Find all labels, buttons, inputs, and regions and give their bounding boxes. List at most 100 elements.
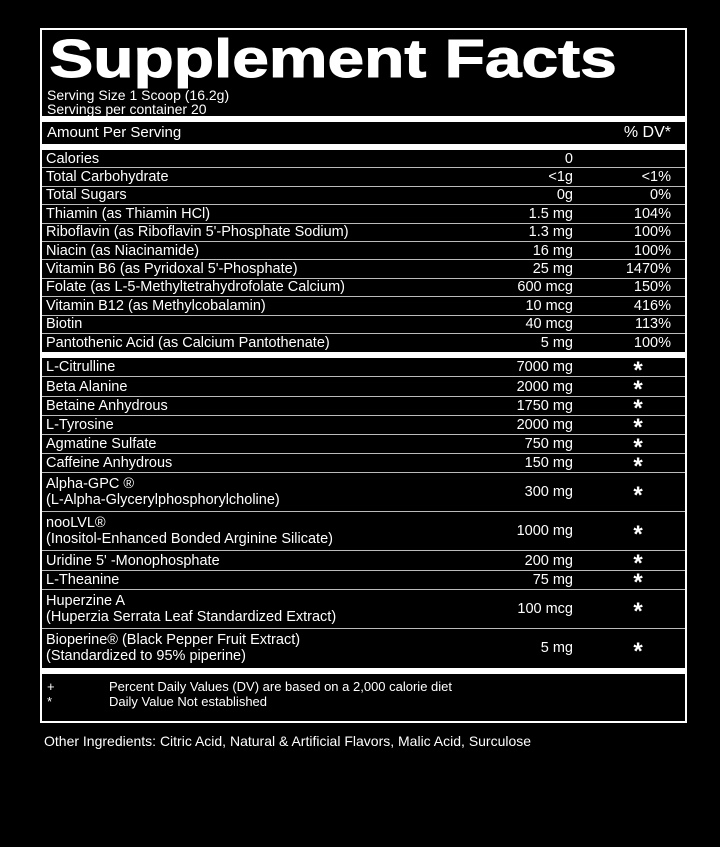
- ingredient-row: Beta Alanine 2000 mg *: [42, 376, 685, 404]
- ingredient-row: Agmatine Sulfate 750 mg *: [42, 433, 685, 461]
- nutrient-amount: 25 mg: [532, 261, 573, 278]
- ingredient-amount: 5 mg: [540, 640, 573, 657]
- ingredient-amount: 7000 mg: [516, 359, 573, 376]
- nutrient-row: Total Sugars 0g 0%: [42, 187, 685, 206]
- nutrient-name: Folate (as L-5-Methyltetrahydrofolate Ca…: [46, 279, 345, 296]
- ingredient-amount: 100 mcg: [517, 600, 573, 617]
- nutrient-dv: 100%: [633, 224, 671, 241]
- ingredient-amount: 2000 mg: [516, 378, 573, 395]
- nutrient-row: Vitamin B12 (as Methylcobalamin) 10 mcg 41…: [42, 297, 685, 316]
- nutrient-row: Niacin (as Niacinamide) 16 mg 100%: [42, 242, 685, 261]
- divider-bar: [42, 144, 685, 150]
- nutrient-amount: 10 mcg: [525, 297, 573, 314]
- nutrient-row: Calories 0: [42, 150, 685, 169]
- ingredient-name-block: Betaine Anhydrous: [46, 398, 433, 414]
- ingredient-name-block: Alpha-GPC ® (L-Alpha-Glycerylphosphorylch…: [46, 476, 433, 508]
- nutrient-amount: 16 mg: [532, 242, 573, 259]
- nutrient-name: Biotin: [46, 316, 83, 333]
- nutrient-name: Total Carbohydrate: [46, 169, 169, 186]
- nutrient-name: Riboflavin (as Riboflavin 5'-Phosphate S…: [46, 224, 349, 241]
- dv-not-established-asterisk: *: [633, 481, 643, 509]
- ingredient-amount: 150 mg: [524, 455, 573, 472]
- nutrient-amount: 0g: [556, 187, 573, 204]
- nutrient-dv: 113%: [634, 316, 671, 333]
- ingredient-row: Caffeine Anhydrous 150 mg *: [42, 452, 685, 480]
- ingredient-amount: 2000 mg: [516, 416, 573, 433]
- ingredient-row: L-Theanine 75 mg *: [42, 569, 685, 597]
- footnote-text: Percent Daily Values (DV) are based on a…: [109, 678, 453, 694]
- nutrient-dv: 0%: [650, 187, 671, 204]
- nutrient-dv: 104%: [633, 205, 671, 222]
- dv-not-established-asterisk: *: [633, 433, 643, 461]
- footnote: * Daily Value Not established: [47, 694, 685, 709]
- nutrient-amount: 1.3 mg: [528, 224, 573, 241]
- dv-not-established-asterisk: *: [633, 637, 643, 665]
- nutrient-dv: 100%: [633, 242, 671, 259]
- dv-not-established-asterisk: *: [633, 376, 643, 404]
- dv-label: % DV*: [623, 124, 671, 141]
- nutrient-amount: 40 mcg: [525, 316, 573, 333]
- ingredient-row: L-Citrulline 7000 mg *: [42, 358, 685, 382]
- nutrient-dv: <1%: [641, 169, 671, 186]
- ingredient-row: Alpha-GPC ® (L-Alpha-Glycerylphosphorylch…: [42, 473, 685, 513]
- ingredient-name-block: L-Citrulline: [46, 359, 433, 375]
- dv-not-established-asterisk: *: [633, 520, 643, 548]
- nutrient-dv: 100%: [633, 335, 671, 352]
- ingredient-name: L-Citrulline: [46, 359, 116, 376]
- footnote-symbol: +: [47, 678, 55, 694]
- ingredient-name-block: Uridine 5' -Monophosphate: [46, 553, 433, 569]
- ingredient-subtitle: (Inositol-Enhanced Bonded Arginine Silic…: [46, 531, 333, 548]
- dv-not-established-asterisk: *: [633, 550, 643, 578]
- ingredient-name: Betaine Anhydrous: [46, 397, 168, 414]
- ingredient-name: nooLVL®: [46, 515, 106, 532]
- nutrient-row: Vitamin B6 (as Pyridoxal 5'-Phosphate) 25…: [42, 260, 685, 279]
- ingredient-name: L-Theanine: [46, 571, 120, 588]
- supplement-facts-panel: Supplement Facts Serving Size 1 Scoop (1…: [40, 28, 687, 723]
- nutrient-list: Calories 0 Total Carbohydrate <1g <1% Total S…: [42, 150, 685, 352]
- nutrient-name: Vitamin B6 (as Pyridoxal 5'-Phosphate): [46, 261, 298, 278]
- ingredient-amount: 750 mg: [524, 436, 573, 453]
- ingredient-subtitle: (L-Alpha-Glycerylphosphorylcholine): [46, 492, 280, 509]
- dv-not-established-asterisk: *: [633, 414, 643, 442]
- ingredient-name-block: L-Theanine: [46, 572, 433, 588]
- nutrient-name: Vitamin B12 (as Methylcobalamin): [46, 297, 266, 314]
- nutrient-dv: 1470%: [625, 261, 671, 278]
- ingredient-name: Caffeine Anhydrous: [46, 455, 173, 472]
- nutrient-name: Total Sugars: [46, 187, 127, 204]
- ingredient-name-block: Beta Alanine: [46, 379, 433, 395]
- nutrient-row: Folate (as L-5-Methyltetrahydrofolate Ca…: [42, 279, 685, 298]
- serving-size: Serving Size 1 Scoop (16.2g): [47, 87, 230, 103]
- nutrient-row: Pantothenic Acid (as Calcium Pantothenat…: [42, 334, 685, 352]
- dv-not-established-asterisk: *: [633, 569, 643, 597]
- nutrient-name: Pantothenic Acid (as Calcium Pantothenat…: [46, 335, 330, 352]
- nutrient-amount: 5 mg: [540, 335, 573, 352]
- footnote-symbol: *: [47, 693, 53, 709]
- ingredient-name: Agmatine Sulfate: [46, 436, 157, 453]
- nutrient-amount: 0: [564, 150, 573, 167]
- ingredient-name: L-Tyrosine: [46, 416, 114, 433]
- other-ingredients: Other Ingredients: Citric Acid, Natural …: [44, 733, 532, 749]
- ingredient-subtitle: (Standardized to 95% piperine): [46, 648, 246, 665]
- ingredient-name-block: Agmatine Sulfate: [46, 436, 433, 452]
- dv-not-established-asterisk: *: [633, 452, 643, 480]
- nutrient-row: Total Carbohydrate <1g <1%: [42, 168, 685, 187]
- ingredient-name: Huperzine A: [46, 592, 125, 609]
- ingredient-amount: 75 mg: [532, 571, 573, 588]
- footnotes: + Percent Daily Values (DV) are based on …: [42, 674, 685, 709]
- ingredient-amount: 1750 mg: [516, 397, 573, 414]
- divider-bar: [42, 667, 685, 674]
- column-header: Amount Per Serving % DV*: [42, 122, 685, 144]
- amount-per-serving-label: Amount Per Serving: [47, 124, 182, 141]
- ingredient-row: Bioperine® (Black Pepper Fruit Extract)(…: [42, 629, 685, 668]
- nutrient-amount: <1g: [548, 169, 573, 186]
- ingredient-name-block: Bioperine® (Black Pepper Fruit Extract)(…: [46, 632, 433, 664]
- ingredient-amount: 200 mg: [524, 552, 573, 569]
- nutrient-name: Thiamin (as Thiamin HCl): [46, 205, 211, 222]
- dv-not-established-asterisk: *: [633, 598, 643, 626]
- ingredient-name-block: L-Tyrosine: [46, 417, 433, 433]
- nutrient-name: Calories: [46, 150, 100, 167]
- footnote-text: Daily Value Not established: [109, 693, 268, 709]
- nutrient-row: Riboflavin (as Riboflavin 5'-Phosphate S…: [42, 224, 685, 242]
- nutrient-dv: 416%: [633, 297, 671, 314]
- panel-title: Supplement Facts: [49, 29, 618, 89]
